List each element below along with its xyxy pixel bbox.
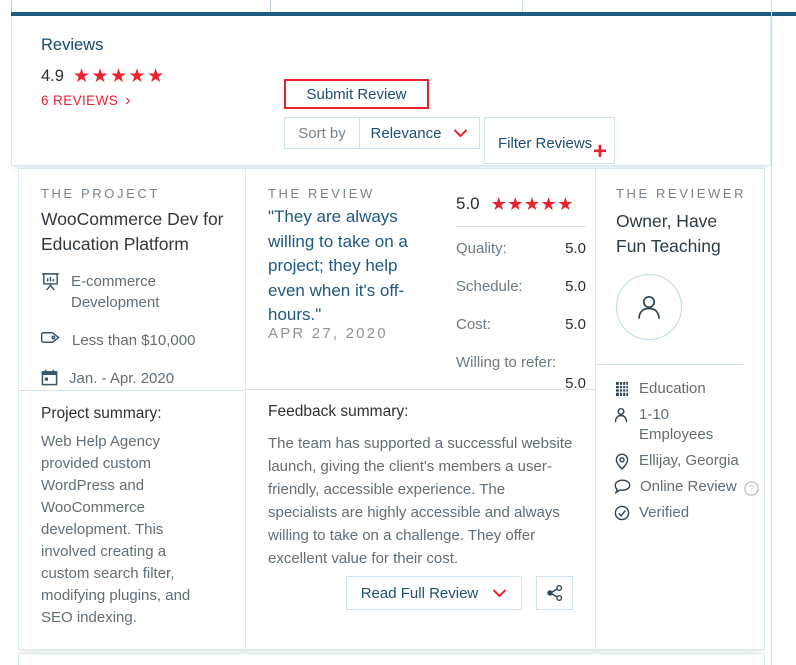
overall-rating-row: 5.0 ★★★★★ (456, 191, 586, 217)
reviews-header-section: Reviews 4.9 ★★★★★ 6 REVIEWS › Submit Rev… (11, 16, 771, 166)
presentation-chart-icon (41, 273, 60, 291)
share-button[interactable] (536, 576, 573, 610)
submit-review-button[interactable]: Submit Review (284, 79, 429, 109)
reviewer-industry-row: Education (614, 379, 759, 399)
project-cost: Less than $10,000 (72, 332, 196, 349)
share-icon (546, 585, 562, 601)
sort-control: Sort by Relevance (284, 117, 480, 149)
section-divider-bar (11, 12, 796, 16)
project-category-row: E-commerce Development (41, 271, 195, 313)
rating-value: 5.0 (565, 316, 586, 333)
chevron-down-icon (493, 588, 507, 597)
reviewer-verified: Verified (639, 504, 690, 521)
reviewer-divider (596, 364, 744, 365)
project-cost-row: Less than $10,000 (41, 330, 195, 351)
review-date: APR 27, 2020 (268, 325, 388, 342)
location-pin-icon (615, 453, 629, 470)
reviews-title: Reviews (41, 36, 104, 54)
svg-text:?: ? (749, 483, 754, 493)
reviewer-review-type-row: Online Review ? (614, 477, 759, 497)
sort-selected-value: Relevance (370, 124, 442, 142)
read-full-review-label: Read Full Review (360, 584, 479, 602)
rating-row-schedule: Schedule: 5.0 (456, 278, 586, 295)
ratings-divider (456, 226, 586, 227)
review-column: THE REVIEW "They are always willing to t… (246, 169, 596, 649)
price-tag-icon (41, 332, 60, 343)
review-quote: "They are always willing to take on a pr… (268, 207, 408, 324)
rating-row-willing-to-refer: Willing to refer: 5.0 (456, 354, 586, 392)
reviewer-column: THE REVIEWER Owner, Have Fun Teaching (596, 169, 766, 649)
feedback-summary-text: The team has supported a successful webs… (268, 435, 573, 567)
person-icon (638, 295, 660, 319)
project-category: E-commerce Development (71, 273, 160, 311)
star-rating-icon: ★★★★★ (490, 194, 574, 214)
page-right-border (771, 0, 772, 665)
next-review-card-edge (18, 653, 765, 665)
reviewer-company-size: 1-10 Employees (639, 406, 714, 443)
project-column: THE PROJECT WooCommerce Dev for Educatio… (19, 169, 246, 649)
star-rating-icon: ★★★★★ (72, 66, 166, 87)
rating-label: Quality: (456, 240, 507, 257)
reviewer-size-row: 1-10 Employees (614, 405, 759, 445)
overall-rating-value: 5.0 (456, 194, 480, 213)
reviewer-details: Education 1-10 Employees (614, 379, 759, 523)
rating-value: 5.0 (565, 375, 586, 392)
reviewer-avatar (616, 274, 682, 340)
rating-label: Schedule: (456, 278, 523, 295)
project-timeline-row: Jan. - Apr. 2020 (41, 368, 195, 389)
project-summary-text: Web Help Agency provided custom WordPres… (41, 433, 191, 626)
chevron-right-icon: › (125, 92, 131, 109)
review-divider (246, 389, 596, 390)
sort-by-label: Sort by (285, 118, 360, 148)
reviewer-location-row: Ellijay, Georgia (614, 451, 759, 471)
filter-reviews-button[interactable]: Filter Reviews + (484, 117, 615, 164)
review-card: THE PROJECT WooCommerce Dev for Educatio… (18, 168, 765, 650)
reviewer-location: Ellijay, Georgia (639, 452, 739, 469)
reviewer-verified-row: Verified (614, 503, 759, 523)
project-divider (19, 390, 246, 391)
plus-icon: + (592, 138, 607, 165)
sort-dropdown[interactable]: Relevance (360, 118, 479, 148)
rating-value: 5.0 (565, 278, 586, 295)
reviewer-section-label: THE REVIEWER (616, 186, 747, 201)
rating-label: Cost: (456, 316, 492, 333)
project-section-label: THE PROJECT (41, 186, 160, 201)
page-left-border (11, 0, 12, 12)
reviewer-name: Owner, Have Fun Teaching (616, 211, 721, 256)
help-icon[interactable]: ? (743, 480, 759, 496)
upper-card-divider-remnant (270, 0, 271, 12)
rating-row-quality: Quality: 5.0 (456, 240, 586, 257)
filter-reviews-label: Filter Reviews (498, 135, 593, 152)
aggregate-rating-row: 4.9 ★★★★★ (41, 67, 166, 86)
read-full-review-button[interactable]: Read Full Review (346, 576, 522, 610)
rating-row-cost: Cost: 5.0 (456, 316, 586, 333)
chevron-down-icon (454, 128, 468, 137)
building-icon (616, 382, 628, 396)
reviewer-industry: Education (639, 380, 706, 397)
speech-bubble-icon (614, 479, 631, 494)
aggregate-rating-value: 4.9 (41, 67, 64, 85)
calendar-icon (41, 369, 58, 386)
project-timeline: Jan. - Apr. 2020 (69, 370, 175, 387)
project-details: E-commerce Development Less than $10,000 (41, 271, 195, 389)
check-circle-icon (614, 505, 630, 521)
feedback-summary-label: Feedback summary: (268, 403, 409, 420)
reviewer-review-type: Online Review (640, 478, 737, 495)
rating-label: Willing to refer: (456, 354, 557, 371)
upper-card-divider-remnant (522, 0, 523, 12)
project-summary-label: Project summary: (41, 405, 162, 422)
reviews-count-link[interactable]: 6 REVIEWS › (41, 92, 131, 109)
reviews-count-label: 6 REVIEWS (41, 93, 119, 108)
project-title: WooCommerce Dev for Education Platform (41, 209, 224, 254)
review-section-label: THE REVIEW (268, 186, 375, 201)
ratings-block: 5.0 ★★★★★ Quality: 5.0 Schedule: 5.0 Cos… (456, 191, 586, 392)
rating-value: 5.0 (565, 240, 586, 257)
person-icon (614, 408, 628, 423)
